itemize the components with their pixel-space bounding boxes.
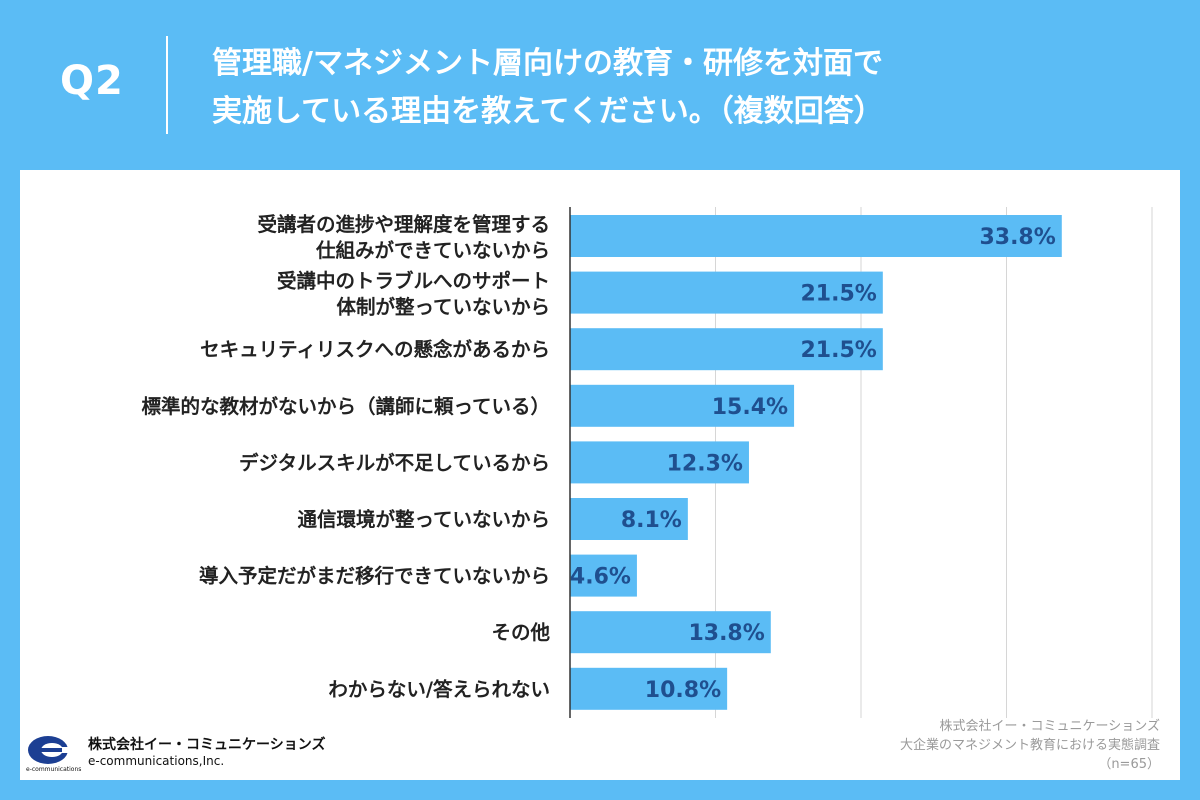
source-survey: 大企業のマネジメント教育における実態調査 [899, 738, 1160, 753]
category-label: 体制が整っていないから [336, 296, 550, 319]
bar [570, 215, 1062, 257]
question-title: 管理職/マネジメント層向けの教育・研修を対面で 実施している理由を教えてください… [212, 40, 1172, 136]
logo-tagline: e-communications [26, 766, 82, 773]
logo-name-jp: 株式会社イー・コミュニケーションズ [88, 737, 326, 753]
bar [570, 384, 795, 427]
category-label: 受講中のトラブルへのサポート [277, 270, 550, 293]
e-logo-icon [28, 736, 82, 764]
data-label: 21.5% [800, 338, 876, 363]
data-label: 10.8% [645, 678, 721, 703]
category-label: 受講者の進捗や理解度を管理する [257, 213, 550, 236]
category-label: 仕組みができていないから [315, 239, 550, 262]
question-line-1: 管理職/マネジメント層向けの教育・研修を対面で [212, 46, 883, 81]
bar [570, 441, 749, 484]
category-label: セキュリティリスクへの懸念があるから [200, 338, 550, 361]
data-label: 21.5% [800, 282, 876, 307]
category-label: デジタルスキルが不足しているから [239, 451, 550, 474]
category-label: 標準的な教材がないから（講師に頼っている） [141, 395, 550, 418]
bar [570, 667, 728, 710]
data-label: 13.8% [688, 621, 764, 646]
bar [570, 498, 688, 540]
data-label: 8.1% [621, 508, 682, 533]
header-divider [166, 36, 168, 134]
question-number: Q2 [60, 58, 124, 104]
data-label: 33.8% [979, 225, 1055, 250]
source-sample: （n=65） [1098, 757, 1160, 772]
source-company: 株式会社イー・コミュニケーションズ [939, 719, 1160, 734]
header: Q2 管理職/マネジメント層向けの教育・研修を対面で 実施している理由を教えてく… [0, 0, 1200, 170]
chart-panel: 33.8% 受講者の進捗や理解度を管理する仕組みができていないから 21.5% 受講中… [20, 170, 1180, 780]
data-label: 12.3% [667, 451, 743, 476]
data-label: 15.4% [712, 395, 788, 420]
source-note: 株式会社イー・コミュニケーションズ 大企業のマネジメント教育における実態調査 （… [740, 717, 1160, 774]
logo-name-en: e-communications,Inc. [88, 754, 225, 768]
category-label: 通信環境が整っていないから [297, 508, 550, 531]
bar [570, 554, 637, 597]
question-line-2: 実施している理由を教えてください。（複数回答） [212, 94, 884, 129]
company-logo: 株式会社イー・コミュニケーションズ e-communications,Inc. … [26, 732, 446, 776]
category-label: その他 [491, 621, 550, 644]
bar [570, 611, 771, 654]
data-label: 4.6% [570, 565, 631, 590]
category-label: わからない/答えられない [328, 678, 550, 701]
category-label: 導入予定だがまだ移行できていないから [199, 565, 550, 588]
bar [570, 271, 883, 314]
bar [570, 328, 883, 371]
